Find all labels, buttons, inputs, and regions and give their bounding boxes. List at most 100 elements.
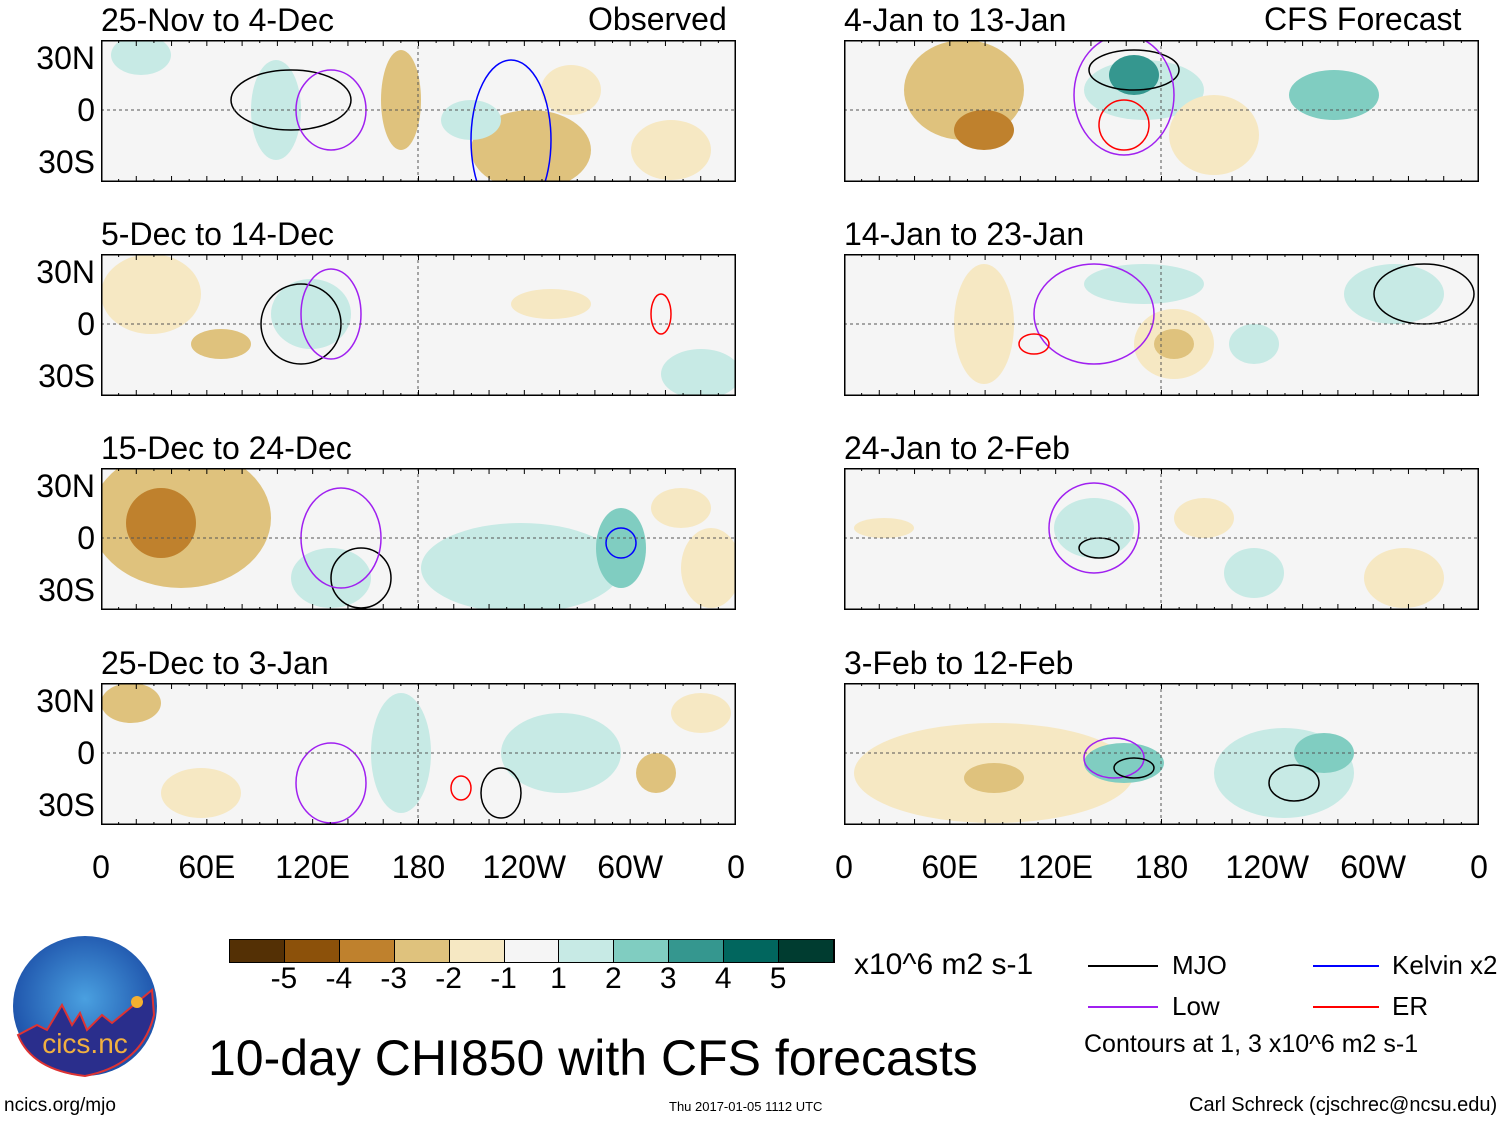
footer-timestamp: Thu 2017-01-05 1112 UTC xyxy=(669,1099,823,1114)
colorbar-swatch xyxy=(779,940,834,962)
colorbar-label: -5 xyxy=(270,962,298,995)
x-tick-label: 60E xyxy=(921,849,979,885)
colorbar-swatch xyxy=(669,940,725,962)
x-tick-label: 120E xyxy=(1018,849,1094,885)
map-panel xyxy=(101,254,736,396)
anomaly-region xyxy=(671,693,731,733)
x-tick-label: 120E xyxy=(275,849,351,885)
colorbar-swatch xyxy=(284,940,340,962)
panel-label: 5-Dec to 14-Dec xyxy=(101,216,334,252)
wave-contour xyxy=(1373,263,1475,325)
anomaly-region xyxy=(1364,548,1444,608)
footer-url[interactable]: ncics.org/mjo xyxy=(4,1095,116,1116)
legend-line-er xyxy=(1313,1006,1379,1008)
x-tick-label: 120W xyxy=(482,849,567,885)
anomaly-region xyxy=(101,683,161,723)
x-tick-label: 180 xyxy=(1134,849,1189,885)
anomaly-region xyxy=(854,518,914,538)
panel-label: 4-Jan to 13-Jan xyxy=(844,2,1067,38)
anomaly-region xyxy=(631,120,711,180)
anomaly-region xyxy=(381,50,421,150)
legend-label-mjo: MJO xyxy=(1172,950,1227,980)
anomaly-region xyxy=(964,763,1024,793)
map-panel xyxy=(844,254,1479,396)
footer-credit: Carl Schreck (cjschrec@ncsu.edu) xyxy=(1189,1094,1498,1116)
wave-contour xyxy=(1098,99,1150,151)
x-tick-label: 0 xyxy=(1470,849,1488,885)
wave-contour xyxy=(1083,737,1145,779)
x-tick-label: 0 xyxy=(727,849,745,885)
colorbar-label: 1 xyxy=(550,962,567,995)
legend-label-low: Low xyxy=(1172,991,1220,1021)
colorbar-label: 4 xyxy=(714,962,732,995)
wave-contour xyxy=(1268,764,1320,802)
anomaly-region xyxy=(1344,264,1444,324)
y-tick-label: 30S xyxy=(38,787,95,823)
colorbar-swatch xyxy=(504,940,560,962)
anomaly-region xyxy=(101,254,201,334)
colorbar-label: -4 xyxy=(325,962,353,995)
map-panel xyxy=(844,40,1479,182)
colorbar xyxy=(229,939,835,963)
map-panel xyxy=(101,40,736,182)
map-panel xyxy=(101,468,736,610)
wave-contour xyxy=(480,767,522,819)
anomaly-region xyxy=(126,488,196,558)
colorbar-label: 2 xyxy=(605,962,622,995)
wave-contour xyxy=(1018,333,1050,355)
colorbar-swatch xyxy=(449,940,505,962)
legend-label-er: ER xyxy=(1392,991,1429,1021)
y-tick-label: 0 xyxy=(77,92,95,128)
anomaly-region xyxy=(191,329,251,359)
wave-contour xyxy=(450,775,472,801)
colorbar-swatch xyxy=(559,940,615,962)
x-tick-label: 180 xyxy=(391,849,446,885)
anomaly-region xyxy=(1084,264,1204,304)
panel-label: 3-Feb to 12-Feb xyxy=(844,645,1074,681)
map-panel xyxy=(844,683,1479,825)
y-tick-label: 30S xyxy=(38,144,95,180)
anomaly-region xyxy=(161,768,241,818)
y-tick-label: 30N xyxy=(36,254,95,290)
cfs-forecast-header: CFS Forecast xyxy=(1264,1,1462,37)
map-panel xyxy=(844,468,1479,610)
anomaly-region xyxy=(1109,55,1159,95)
y-tick-label: 30S xyxy=(38,358,95,394)
anomaly-region xyxy=(1224,548,1284,598)
anomaly-region xyxy=(1289,70,1379,120)
colorbar-label: -2 xyxy=(435,962,462,995)
anomaly-region xyxy=(651,488,711,528)
colorbar-swatch xyxy=(614,940,670,962)
wave-contour xyxy=(1113,757,1155,779)
anomaly-region xyxy=(1169,95,1259,175)
colorbar-swatch xyxy=(339,940,395,962)
x-tick-label: 60W xyxy=(1340,849,1407,885)
wave-contour xyxy=(1073,40,1175,156)
contour-note: Contours at 1, 3 x10^6 m2 s-1 xyxy=(1084,1030,1419,1058)
observed-header: Observed xyxy=(588,1,727,37)
wave-contour xyxy=(295,742,367,824)
anomaly-region xyxy=(1154,329,1194,359)
anomaly-region xyxy=(1054,498,1134,558)
colorbar-label: 5 xyxy=(769,962,787,995)
anomaly-region xyxy=(501,713,621,793)
x-tick-label: 0 xyxy=(92,849,110,885)
colorbar-swatch xyxy=(394,940,450,962)
cics-logo: cics.nc xyxy=(12,935,158,1078)
x-tick-label: 60E xyxy=(178,849,236,885)
y-tick-label: 30N xyxy=(36,468,95,504)
panel-label: 15-Dec to 24-Dec xyxy=(101,430,352,466)
wave-contour xyxy=(330,547,392,609)
legend-line-low xyxy=(1088,1006,1158,1008)
anomaly-region xyxy=(1229,324,1279,364)
x-tick-label: 60W xyxy=(597,849,664,885)
wave-contour xyxy=(1088,49,1180,91)
map-panel xyxy=(101,683,736,825)
legend-line-mjo xyxy=(1088,965,1158,967)
colorbar-label: -1 xyxy=(490,962,517,995)
wave-contour xyxy=(650,293,672,335)
anomaly-region xyxy=(954,110,1014,150)
legend-line-kelvin xyxy=(1313,965,1379,967)
panel-label: 25-Nov to 4-Dec xyxy=(101,2,334,38)
